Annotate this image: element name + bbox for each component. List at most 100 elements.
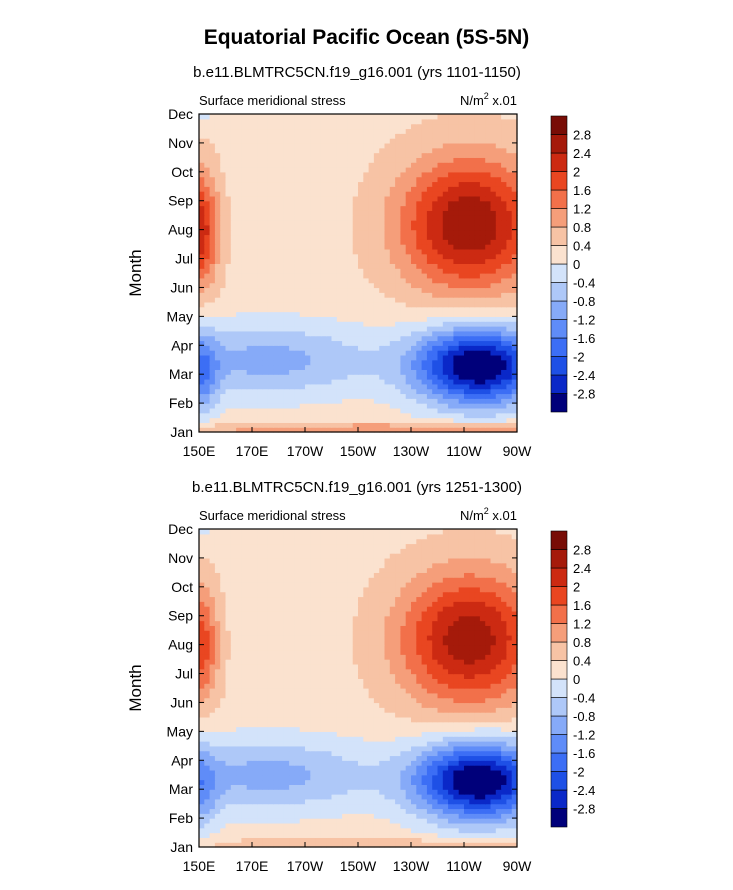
heatmap-cell [267, 794, 274, 800]
heatmap-cell [347, 191, 354, 197]
heatmap-cell [283, 268, 290, 274]
heatmap-cell [416, 827, 423, 834]
heatmap-cell [204, 253, 211, 260]
heatmap-cell [464, 258, 470, 264]
heatmap-cell [257, 388, 264, 395]
heatmap-cell [384, 832, 391, 838]
heatmap-cell [485, 292, 492, 298]
heatmap-cell [246, 277, 253, 284]
heatmap-cell [453, 822, 460, 829]
heatmap-cell [474, 292, 481, 298]
heatmap-cell [305, 383, 311, 390]
heatmap-cell [331, 842, 338, 848]
heatmap-cell [448, 311, 454, 317]
heatmap-cell [209, 118, 216, 125]
heatmap-cell [336, 789, 343, 795]
heatmap-cell [336, 822, 343, 829]
heatmap-cell [289, 167, 295, 173]
heatmap-cell [331, 215, 338, 221]
heatmap-cell [448, 171, 454, 178]
colorbar-label: 1.2 [573, 202, 591, 217]
heatmap-cell [405, 306, 412, 313]
heatmap-cell [236, 842, 242, 848]
heatmap-cell [225, 157, 232, 163]
heatmap-cell [305, 364, 311, 370]
heatmap-cell [400, 186, 407, 192]
heatmap-cell [501, 412, 507, 419]
heatmap-cell [490, 412, 497, 419]
heatmap-cell [411, 311, 417, 317]
heatmap-cell [416, 133, 423, 139]
heatmap-cell [352, 287, 359, 293]
heatmap-cell [495, 789, 502, 795]
heatmap-cell [252, 253, 258, 260]
heatmap-cell [400, 340, 407, 346]
heatmap-cell [273, 379, 280, 385]
heatmap-cell [267, 205, 274, 211]
heatmap-cell [294, 330, 301, 337]
heatmap-cell [220, 229, 227, 236]
heatmap-cell [448, 345, 454, 351]
heatmap-cell [442, 215, 449, 221]
heatmap-cell [246, 167, 253, 173]
heatmap-cell [320, 354, 327, 361]
heatmap-cell [199, 142, 205, 149]
heatmap-cell [358, 191, 364, 197]
heatmap-cell [400, 842, 407, 848]
heatmap-cell [395, 287, 401, 293]
heatmap-cell [342, 239, 348, 245]
heatmap-cell [299, 215, 306, 221]
heatmap-cell [289, 774, 295, 781]
heatmap-cell [267, 263, 274, 269]
heatmap-cell [464, 205, 470, 211]
heatmap-cell [315, 808, 322, 814]
heatmap-cell [342, 311, 348, 317]
heatmap-cell [363, 297, 370, 303]
heatmap-cell [432, 837, 439, 843]
heatmap-cell [305, 407, 311, 414]
heatmap-cell [448, 205, 454, 211]
heatmap-cell [267, 345, 274, 351]
heatmap-cell [395, 210, 401, 216]
heatmap-cell [347, 244, 354, 250]
heatmap-cell [320, 383, 327, 390]
heatmap-cell [411, 239, 417, 245]
heatmap-cell [389, 273, 396, 279]
heatmap-cell [294, 306, 301, 313]
heatmap-cell [204, 808, 211, 814]
heatmap-cell [358, 837, 364, 843]
heatmap-cell [294, 340, 301, 346]
heatmap-cell [395, 224, 401, 231]
heatmap-cell [490, 205, 497, 211]
heatmap-cell [490, 297, 497, 303]
heatmap-cell [299, 427, 306, 433]
heatmap-cell [501, 133, 507, 139]
heatmap-cell [225, 403, 232, 409]
heatmap-cell [458, 837, 465, 843]
heatmap-cell [230, 297, 237, 303]
heatmap-cell [299, 253, 306, 260]
heatmap-cell [204, 186, 211, 192]
heatmap-cell [305, 297, 311, 303]
heatmap-cell [278, 239, 285, 245]
heatmap-cell [506, 354, 513, 361]
heatmap-cell [458, 152, 465, 158]
heatmap-cell [220, 827, 227, 834]
heatmap-cell [209, 784, 216, 790]
heatmap-cell [464, 326, 470, 332]
heatmap-cell [395, 374, 401, 380]
heatmap-cell [363, 808, 370, 814]
heatmap-cell [495, 388, 502, 395]
heatmap-cell [479, 167, 486, 173]
heatmap-cell [204, 239, 211, 245]
heatmap-cell [405, 181, 412, 187]
heatmap-cell [257, 832, 264, 838]
heatmap-cell [352, 220, 359, 226]
heatmap-cell [474, 253, 481, 260]
heatmap-cell [363, 832, 370, 838]
heatmap-cell [379, 181, 386, 187]
heatmap-cell [352, 142, 359, 149]
heatmap-cell [511, 335, 518, 342]
heatmap-cell [442, 157, 449, 163]
heatmap-cell [416, 215, 423, 221]
